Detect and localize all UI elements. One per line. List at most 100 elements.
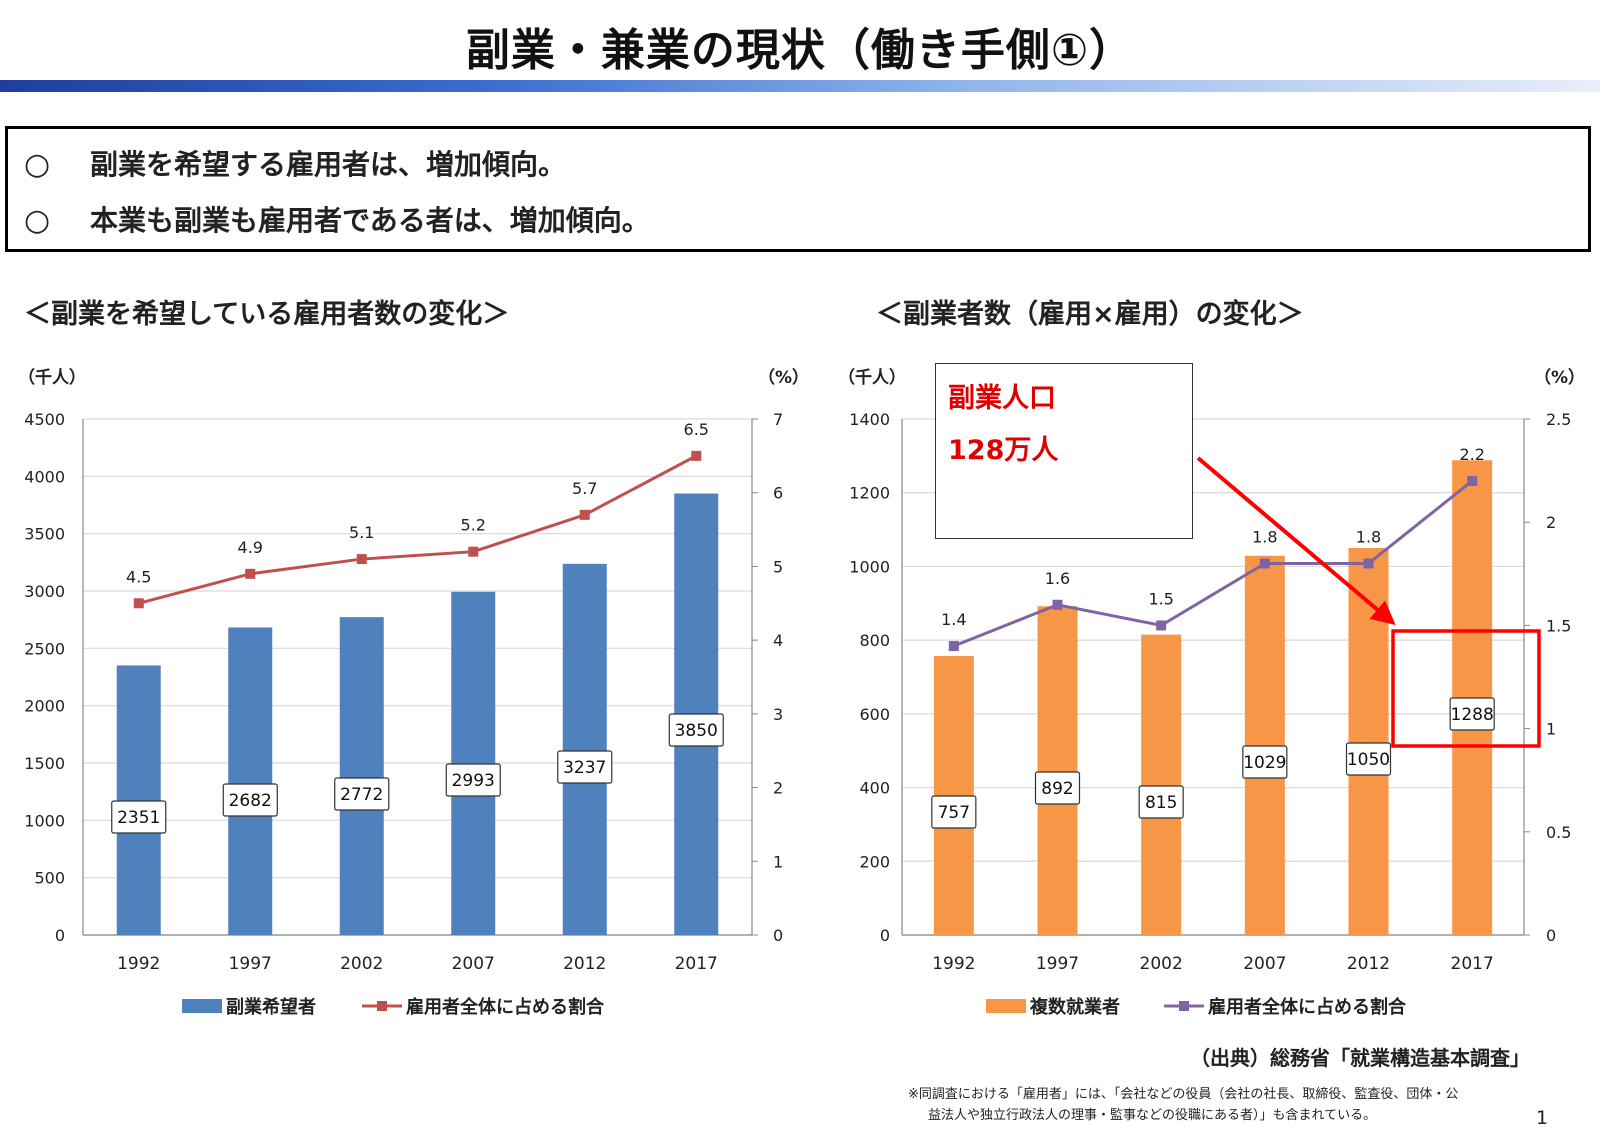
line-data-label: 4.9 — [238, 538, 263, 557]
y-axis-unit: （千人） — [838, 367, 906, 388]
callout-value: 128万人 — [948, 435, 1059, 466]
page-number: 1 — [1536, 1107, 1549, 1129]
y2-tick-label: 0 — [773, 926, 783, 945]
right-chart-title: ＜副業者数（雇用×雇用）の変化＞ — [876, 299, 1304, 330]
bar-value-box — [445, 763, 501, 797]
line-data-label: 1.5 — [1148, 589, 1173, 608]
bar-value-box — [1034, 771, 1081, 805]
bar-value-box — [1242, 745, 1288, 779]
bar-data-label: 1050 — [1347, 750, 1390, 770]
line-point — [1467, 475, 1478, 486]
line-data-label: 6.5 — [684, 420, 709, 439]
line-data-label: 1.6 — [1045, 569, 1070, 588]
line-point — [1363, 558, 1374, 569]
bar-value-box — [222, 783, 278, 817]
bar-value-box — [557, 750, 613, 784]
y2-tick-label: 1 — [773, 852, 783, 871]
y2-tick-label: 6 — [773, 484, 783, 503]
y2-axis-unit: （%） — [758, 367, 809, 388]
y-axis-unit: （千人） — [18, 367, 86, 388]
y-tick-label: 3000 — [24, 582, 65, 601]
y-tick-label: 2000 — [24, 697, 65, 716]
bar-value-box — [111, 800, 167, 834]
legend-line-label: 雇用者全体に占める割合 — [1208, 996, 1407, 1018]
y2-tick-label: 2 — [773, 779, 783, 798]
summary-item-text: 本業も副業も雇用者である者は、増加傾向。 — [90, 204, 650, 237]
summary-item-text: 副業を希望する雇用者は、増加傾向。 — [90, 148, 567, 181]
y2-tick-label: 5 — [773, 557, 783, 576]
y-tick-label: 500 — [34, 869, 65, 888]
line-point — [691, 450, 702, 461]
y-tick-label: 0 — [880, 926, 890, 945]
line-point — [356, 554, 367, 565]
x-tick-label: 1997 — [1036, 954, 1079, 974]
summary-item: ○ 本業も副業も雇用者である者は、増加傾向。 — [24, 199, 650, 239]
bar-data-label: 2682 — [229, 791, 272, 811]
bar-value-box — [1138, 785, 1184, 819]
bar-value-box — [668, 713, 724, 747]
legend-bar-label: 複数就業者 — [1029, 996, 1120, 1018]
bar-data-label: 2993 — [452, 771, 495, 791]
line-point — [1156, 620, 1167, 631]
line-point — [579, 509, 590, 520]
y2-tick-label: 7 — [773, 410, 783, 429]
summary-box: ○ 副業を希望する雇用者は、増加傾向。 ○ 本業も副業も雇用者である者は、増加傾向。 — [5, 126, 1591, 252]
bar-data-label: 3850 — [675, 721, 718, 741]
bar — [1348, 548, 1389, 935]
bar — [116, 665, 161, 935]
callout-arrow — [1196, 456, 1396, 626]
slide-title: 副業・兼業の現状（働き手側①） — [465, 25, 1135, 76]
y-tick-label: 1000 — [849, 557, 890, 576]
line-point — [133, 598, 144, 609]
summary-item: ○ 副業を希望する雇用者は、増加傾向。 — [24, 143, 566, 183]
bar-value-box — [931, 795, 977, 829]
x-tick-label: 1992 — [932, 954, 975, 974]
bar-data-label: 1288 — [1451, 705, 1494, 725]
line-data-label: 2.2 — [1459, 445, 1484, 464]
x-tick-label: 2012 — [1347, 954, 1390, 974]
bar — [228, 627, 273, 935]
legend-line-marker — [1179, 1001, 1189, 1011]
y2-tick-label: 2.5 — [1546, 410, 1571, 429]
line-point — [948, 641, 959, 652]
left-chart: 0500100015002000250030003500400045000123… — [18, 367, 809, 1018]
line-data-label: 5.2 — [461, 516, 486, 535]
y-tick-label: 1500 — [24, 754, 65, 773]
line-data-label: 1.4 — [941, 610, 966, 629]
bar — [1141, 634, 1182, 935]
y2-tick-label: 1.5 — [1546, 616, 1571, 635]
x-tick-label: 1992 — [117, 954, 160, 974]
line-series — [953, 479, 1474, 648]
y2-tick-label: 1 — [1546, 720, 1556, 739]
y-tick-label: 4500 — [24, 410, 65, 429]
callout-box: 副業人口 128万人 — [935, 363, 1193, 539]
y-tick-label: 600 — [859, 705, 890, 724]
y-tick-label: 0 — [55, 926, 65, 945]
x-tick-label: 2012 — [563, 954, 606, 974]
bar-data-label: 3237 — [563, 758, 606, 778]
x-tick-label: 2002 — [340, 954, 383, 974]
y2-tick-label: 2 — [1546, 513, 1556, 532]
footnote-line: ※同調査における「雇用者」には、「会社などの役員（会社の社長、取締役、監査役、団… — [908, 1087, 1459, 1102]
bar-data-label: 815 — [1145, 793, 1177, 813]
y2-tick-label: 0 — [1546, 926, 1556, 945]
y-tick-label: 1200 — [849, 484, 890, 503]
callout-title: 副業人口 — [948, 383, 1056, 414]
y2-tick-label: 4 — [773, 631, 783, 650]
bar — [1244, 555, 1285, 935]
source-citation: （出典）総務省「就業構造基本調査」 — [1190, 1046, 1530, 1070]
legend-bar-label: 副業希望者 — [226, 996, 316, 1018]
bar — [1037, 606, 1078, 935]
y-tick-label: 1000 — [24, 811, 65, 830]
line-point — [245, 568, 256, 579]
line-series — [138, 454, 697, 605]
y-tick-label: 800 — [859, 631, 890, 650]
bar-value-box — [1449, 697, 1495, 731]
highlight-box — [1391, 629, 1541, 748]
y2-axis-unit: （%） — [1534, 367, 1585, 388]
bar-value-box — [1345, 742, 1392, 776]
line-data-label: 5.1 — [349, 523, 374, 542]
x-tick-label: 2007 — [1243, 954, 1286, 974]
y2-tick-label: 0.5 — [1546, 823, 1571, 842]
